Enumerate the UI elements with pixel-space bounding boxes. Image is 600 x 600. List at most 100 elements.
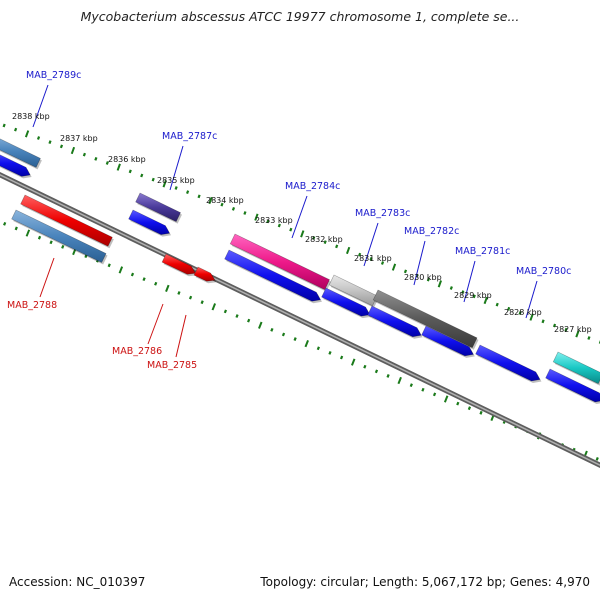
genome-summary-text: Topology: circular; Length: 5,067,172 bp… <box>260 575 590 589</box>
feature-minus-1-body <box>0 154 31 177</box>
feature-mab-2786 <box>161 253 198 277</box>
feature-mab-2788 <box>20 194 114 249</box>
tick-row-inner <box>409 383 413 388</box>
tick-row-outer <box>277 223 281 228</box>
feature-mab-2780c-body <box>552 351 600 385</box>
tick-row-outer <box>483 296 488 305</box>
tick-row-inner <box>443 395 449 403</box>
tick-row-outer <box>369 256 373 261</box>
tick-row-outer <box>380 261 385 265</box>
tick-row-outer <box>403 269 408 274</box>
gene-label-mab-2780c[interactable]: MAB_2780c <box>516 266 571 277</box>
feature-plus-steel-body <box>11 209 107 263</box>
tick-row-inner <box>328 351 332 355</box>
feature-mab-2782c <box>372 289 479 350</box>
gene-label-mab-2782c[interactable]: MAB_2782c <box>404 226 459 237</box>
tick-row-inner <box>188 295 193 300</box>
tick-row-inner <box>107 263 111 268</box>
feature-mab-2785 <box>193 266 217 284</box>
feature-mab-2784c-body <box>229 233 330 290</box>
tick-row-outer <box>208 196 213 205</box>
leader-mab-2784c <box>291 195 308 239</box>
feature-mab-2783c-body <box>328 274 378 307</box>
tick-row-inner <box>258 321 263 329</box>
tick-row-outer <box>358 252 362 257</box>
feature-minus-2-body <box>128 209 171 235</box>
tick-row-outer <box>220 202 224 207</box>
tick-row-outer <box>94 156 98 161</box>
tick-row-outer <box>518 311 522 315</box>
gene-label-mab-2786[interactable]: MAB_2786 <box>112 346 162 357</box>
tick-row-inner <box>130 272 135 277</box>
gene-label-mab-2787c[interactable]: MAB_2787c <box>162 131 217 142</box>
gene-label-mab-2788[interactable]: MAB_2788 <box>7 300 57 311</box>
tick-row-outer <box>461 290 465 295</box>
feature-mab-2786-body <box>161 253 197 275</box>
leader-mab-2787c <box>169 145 184 191</box>
tick-row-outer <box>231 206 236 211</box>
tick-row-outer <box>507 306 511 311</box>
tick-row-outer <box>323 240 327 245</box>
tick-row-outer <box>437 280 443 288</box>
tick-row-outer <box>243 211 247 215</box>
tick-row-inner <box>14 226 18 231</box>
tick-row-outer <box>529 313 534 321</box>
feature-mab-2783c <box>328 274 379 308</box>
tick-row-outer <box>254 213 259 221</box>
tick-row-inner <box>339 355 344 360</box>
leader-mab-2780c <box>525 280 538 319</box>
feature-minus-3-body <box>224 249 321 302</box>
kbp-label: 2830 kbp <box>404 273 442 282</box>
feature-mab-2782c-body <box>372 289 478 349</box>
kbp-label: 2838 kbp <box>12 112 50 121</box>
leader-mab-2782c <box>413 240 426 286</box>
tick-row-inner <box>467 406 472 411</box>
feature-mab-2787c-body <box>135 192 181 222</box>
leader-mab-2783c <box>363 222 379 267</box>
tick-row-inner <box>118 266 124 274</box>
kbp-label: 2834 kbp <box>206 196 244 205</box>
gene-label-mab-2783c[interactable]: MAB_2783c <box>355 208 410 219</box>
tick-row-inner <box>61 244 65 249</box>
tick-row-inner <box>316 346 320 351</box>
tick-row-inner <box>49 240 53 245</box>
tick-row-outer <box>197 194 201 199</box>
kbp-label: 2832 kbp <box>305 235 343 244</box>
leader-mab-2786 <box>147 303 164 345</box>
tick-row-outer <box>105 161 109 165</box>
backbone-highlight <box>0 174 600 466</box>
feature-minus-7 <box>475 344 542 383</box>
feature-mab-2789c-body <box>0 138 41 168</box>
tick-row-inner <box>456 401 460 406</box>
tick-row-outer <box>128 169 132 174</box>
feature-minus-7-body <box>475 344 541 382</box>
feature-minus-8-body <box>545 368 600 403</box>
feature-minus-2 <box>128 209 172 237</box>
tick-row-inner <box>247 318 251 323</box>
accession-text: Accession: NC_010397 <box>9 575 146 589</box>
gene-features <box>0 138 600 404</box>
feature-mab-2788-body <box>20 194 113 247</box>
tick-row-inner <box>374 369 379 374</box>
feature-minus-4 <box>321 287 372 319</box>
kbp-label: 2833 kbp <box>255 216 293 225</box>
leader-mab-2788 <box>39 257 55 298</box>
tick-row-outer <box>552 323 557 328</box>
feature-minus-6-body <box>421 325 474 357</box>
gene-label-mab-2789c[interactable]: MAB_2789c <box>26 70 81 81</box>
tick-row-inner <box>235 314 239 318</box>
gene-label-mab-2784c[interactable]: MAB_2784c <box>285 181 340 192</box>
gene-label-mab-2785[interactable]: MAB_2785 <box>147 360 197 371</box>
tick-row-outer <box>300 230 305 238</box>
tick-row-outer <box>24 130 30 138</box>
tick-row-outer <box>14 127 18 132</box>
tick-row-inner <box>421 387 425 392</box>
feature-mab-2789c <box>0 138 42 170</box>
feature-minus-5 <box>367 305 423 339</box>
tick-row-outer <box>289 227 293 232</box>
gene-label-mab-2781c[interactable]: MAB_2781c <box>455 246 510 257</box>
tick-row-inner <box>304 340 309 348</box>
tick-row-inner <box>595 457 599 461</box>
tick-row-outer <box>312 236 316 240</box>
tick-row-outer <box>70 146 76 155</box>
